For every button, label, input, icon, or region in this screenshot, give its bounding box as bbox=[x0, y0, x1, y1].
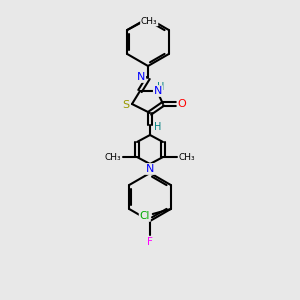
Text: Cl: Cl bbox=[140, 211, 150, 221]
Text: F: F bbox=[147, 237, 153, 247]
Text: CH₃: CH₃ bbox=[105, 152, 121, 161]
Text: S: S bbox=[122, 100, 130, 110]
Text: O: O bbox=[178, 99, 186, 109]
Text: N: N bbox=[137, 72, 145, 82]
Text: H: H bbox=[154, 122, 162, 132]
Text: N: N bbox=[154, 86, 162, 96]
Text: CH₃: CH₃ bbox=[179, 152, 195, 161]
Text: H: H bbox=[157, 82, 165, 92]
Text: N: N bbox=[146, 164, 154, 174]
Text: CH₃: CH₃ bbox=[141, 16, 158, 26]
